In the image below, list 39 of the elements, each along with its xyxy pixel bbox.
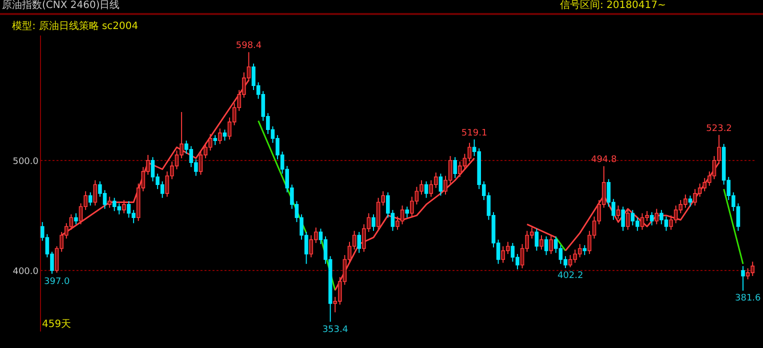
- candlestick: [88, 192, 92, 206]
- candlestick: [741, 266, 745, 292]
- candlestick: [438, 173, 443, 196]
- y-tick-label: 400.0: [12, 266, 39, 277]
- annotation: 519.1: [461, 128, 488, 138]
- candlestick: [540, 234, 544, 250]
- candlestick: [688, 195, 692, 208]
- candlestick: [654, 208, 659, 225]
- candlestick: [621, 206, 625, 232]
- annotation: 598.4: [236, 41, 262, 52]
- annotation: 353.4: [322, 324, 348, 335]
- candlestick: [405, 206, 409, 218]
- annotation: 459天: [42, 319, 72, 330]
- candlestick: [626, 208, 630, 230]
- chart-subtitle: 模型: 原油日线策略 sc2004: [12, 20, 138, 32]
- candlestick: [372, 214, 376, 232]
- annotation: 494.8: [590, 155, 617, 166]
- candlestick: [213, 134, 218, 146]
- candlestick: [74, 212, 78, 225]
- chart-title: 原油指数(CNX 2460)日线: [2, 0, 120, 12]
- candlestick: [650, 212, 654, 226]
- candlestick: [616, 205, 620, 220]
- candlestick: [108, 196, 112, 208]
- candlestick: [582, 244, 587, 256]
- candlestick: [93, 180, 98, 206]
- candlestick: [122, 200, 126, 214]
- annotation: 523.2: [706, 124, 732, 134]
- annotation: 402.2: [557, 271, 584, 282]
- annotation: 381.6: [735, 294, 762, 304]
- candlestick: [424, 180, 428, 198]
- candlestick: [222, 129, 227, 142]
- candlestick: [534, 228, 539, 252]
- candlestick: [357, 231, 362, 254]
- candlestick: [544, 236, 548, 256]
- y-tick-label: 500.0: [12, 156, 39, 167]
- annotation: 397.0: [44, 276, 70, 287]
- candlestick: [218, 128, 222, 144]
- candlestick: [453, 156, 457, 179]
- text: 信号区间: 20180417~: [560, 0, 666, 12]
